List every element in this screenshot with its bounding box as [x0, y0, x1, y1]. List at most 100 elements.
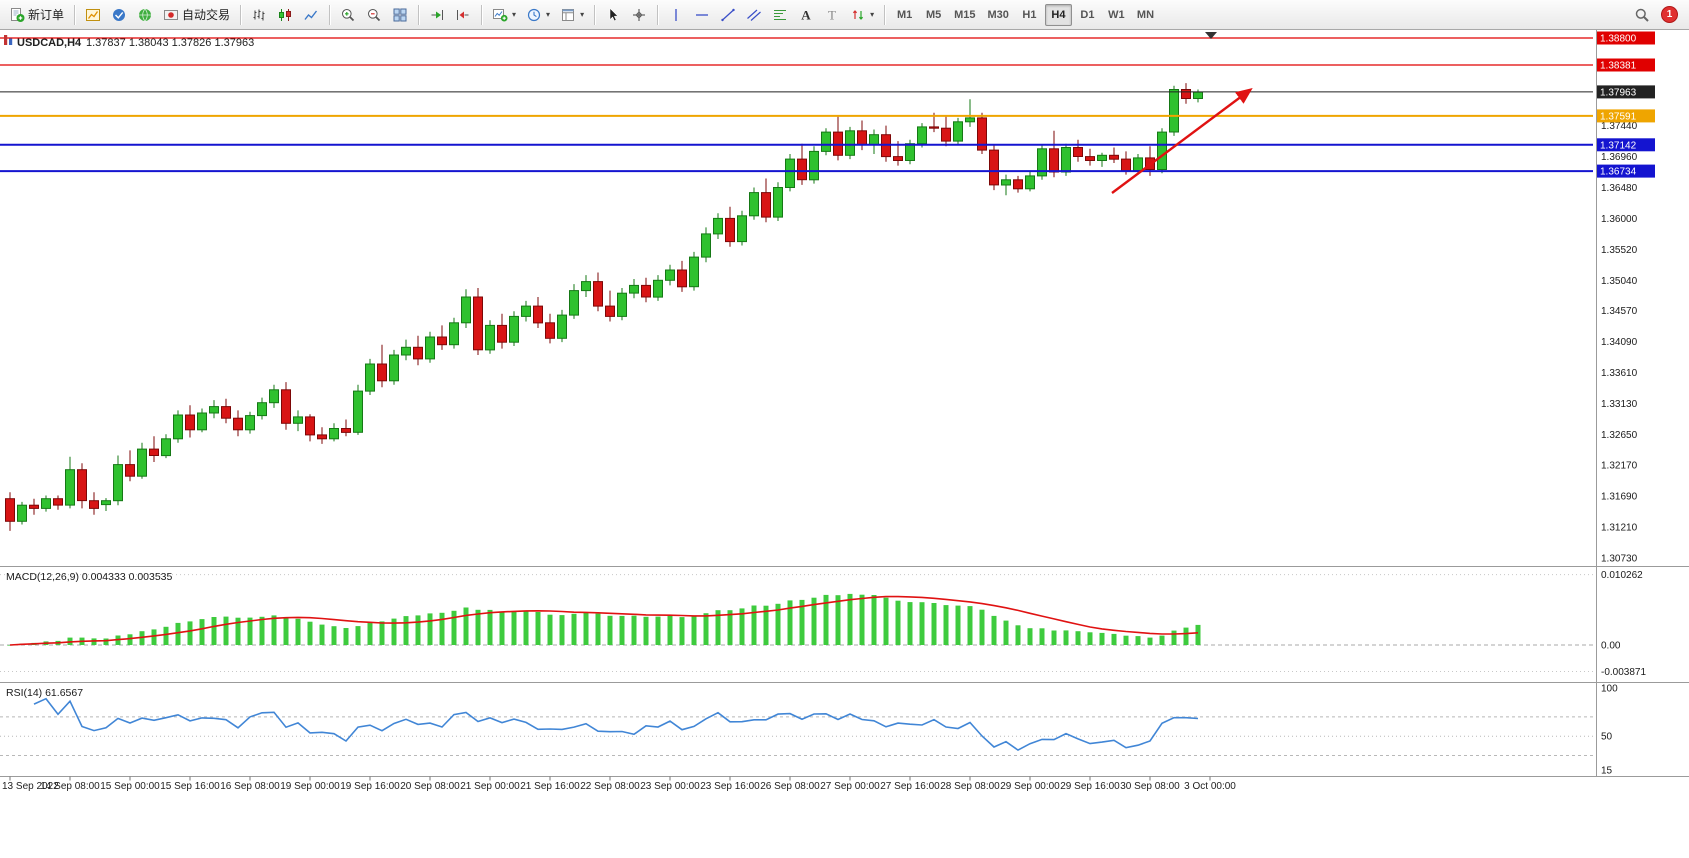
candle: [113, 455, 123, 506]
macd-bar: [511, 611, 517, 645]
fibonacci-button[interactable]: [768, 3, 792, 27]
toolbar-separator: [418, 4, 420, 25]
arrows-icon: [853, 9, 864, 20]
new-order-button[interactable]: 新订单: [5, 3, 68, 27]
vertical-line-button[interactable]: [664, 3, 688, 27]
notification-badge[interactable]: 1: [1661, 6, 1678, 23]
new-order-icon: [11, 7, 25, 22]
time-axis-label: 23 Sep 00:00: [640, 781, 700, 792]
channel-icon: [747, 9, 761, 21]
label-icon: T: [828, 7, 836, 22]
macd-bar: [967, 606, 973, 645]
trendline-button[interactable]: [716, 3, 740, 27]
channel-button[interactable]: [742, 3, 766, 27]
candle: [533, 297, 543, 328]
chart-shift-button[interactable]: [451, 3, 475, 27]
macd-bar: [1051, 630, 1057, 645]
macd-bar: [811, 597, 817, 645]
new-chart-button[interactable]: ▾: [488, 3, 520, 27]
candle: [221, 398, 231, 424]
timeframe-d1-button[interactable]: D1: [1074, 4, 1101, 26]
crosshair-button[interactable]: [627, 3, 651, 27]
macd-bar: [1135, 636, 1141, 645]
zoom-in-button[interactable]: [336, 3, 360, 27]
macd-bar: [127, 634, 133, 645]
candlestick-chart-button[interactable]: [273, 3, 297, 27]
tile-windows-button[interactable]: [388, 3, 412, 27]
macd-scale-label: 0.00: [1601, 641, 1621, 652]
timeframe-mn-button[interactable]: MN: [1132, 4, 1159, 26]
candle: [365, 358, 375, 395]
chart-canvas[interactable]: 1.37440 1.36960 1.36480 1.36000 1.35520 1.350…: [0, 30, 1689, 858]
macd-bar: [211, 617, 217, 645]
timeframe-m1-button[interactable]: M1: [891, 4, 918, 26]
candle: [17, 501, 27, 525]
bar-chart-button[interactable]: [247, 3, 271, 27]
symbol-period-label: USDCAD,H4: [17, 37, 82, 49]
zoom-out-button[interactable]: [362, 3, 386, 27]
zoom-in-icon: [342, 8, 355, 21]
dropdown-arrow-icon: ▾: [546, 10, 551, 19]
auto-scroll-button[interactable]: [425, 3, 449, 27]
chart-symbol-icon: [4, 35, 13, 45]
timeframe-m5-button[interactable]: M5: [920, 4, 947, 26]
search-button[interactable]: [1630, 3, 1654, 27]
price-tick-label: 1.32650: [1601, 430, 1638, 441]
svg-text:1.36734: 1.36734: [1600, 167, 1637, 178]
time-axis-label: 23 Sep 16:00: [700, 781, 760, 792]
timeframe-h1-button[interactable]: H1: [1016, 4, 1043, 26]
trend-arrow[interactable]: [1111, 87, 1253, 194]
time-axis-label: 19 Sep 16:00: [340, 781, 400, 792]
candle: [1109, 147, 1119, 163]
arrows-button[interactable]: ▾: [846, 3, 878, 27]
candle: [29, 498, 39, 515]
candle: [869, 129, 879, 154]
timeframe-m15-button[interactable]: M15: [949, 4, 980, 26]
templates-button[interactable]: ▾: [556, 3, 588, 27]
price-badge: 1.37142: [1597, 138, 1655, 152]
price-badge: 1.36734: [1597, 164, 1655, 178]
candle: [809, 146, 819, 184]
text-button[interactable]: A: [794, 3, 818, 27]
autotrading-button[interactable]: 自动交易: [159, 3, 234, 27]
macd-bar: [1147, 637, 1153, 645]
macd-bar: [943, 605, 949, 645]
price-tick-label: 1.36960: [1601, 152, 1638, 163]
timeframe-w1-button[interactable]: W1: [1103, 4, 1130, 26]
horizontal-line-button[interactable]: [690, 3, 714, 27]
rsi-header-label: RSI(14) 61.6567: [6, 687, 83, 699]
candle: [77, 463, 87, 509]
time-axis-label: 14 Sep 08:00: [40, 781, 100, 792]
macd-bar: [331, 626, 337, 645]
candle: [917, 123, 927, 148]
chart-shift-marker[interactable]: [1205, 32, 1217, 39]
candle: [977, 112, 987, 154]
rsi-scale-label: 15: [1601, 766, 1613, 777]
macd-bar: [1063, 630, 1069, 645]
macd-bar: [847, 593, 853, 645]
macd-bar: [319, 624, 325, 645]
navigator-button[interactable]: [133, 3, 157, 27]
toolbar-separator: [240, 4, 242, 25]
macd-bar: [619, 615, 625, 645]
timeframe-m30-button[interactable]: M30: [983, 4, 1014, 26]
cursor-button[interactable]: [601, 3, 625, 27]
candle: [233, 410, 243, 437]
line-chart-button[interactable]: [299, 3, 323, 27]
price-tick-label: 1.31210: [1601, 523, 1638, 534]
candle: [473, 288, 483, 355]
market-watch-button[interactable]: [107, 3, 131, 27]
vertical-line-icon: [675, 8, 677, 21]
macd-bar: [739, 608, 745, 645]
label-button[interactable]: T: [820, 3, 844, 27]
macd-bar: [295, 618, 301, 645]
candle: [185, 405, 195, 438]
charts-button[interactable]: [81, 3, 105, 27]
zoom-out-icon: [368, 8, 381, 21]
toolbar-groups: 新订单 自动交易 ▾ ▾ ▾ A T ▾ M1 M5 M15 M30 H1 H4 D1 W1 MN: [5, 3, 1159, 27]
macd-bar: [703, 613, 709, 645]
macd-bar: [1111, 633, 1117, 645]
macd-bar: [979, 609, 985, 645]
periods-button[interactable]: ▾: [522, 3, 554, 27]
timeframe-h4-button[interactable]: H4: [1044, 3, 1072, 26]
